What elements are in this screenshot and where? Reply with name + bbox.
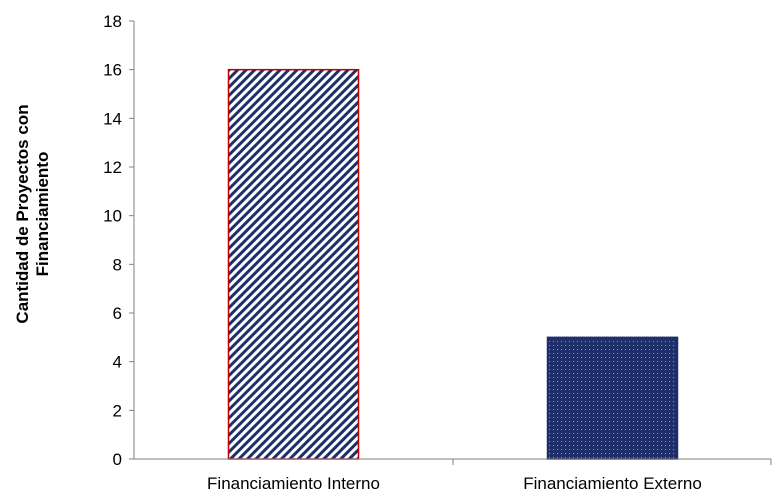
- y-tick-label: 12: [103, 158, 122, 177]
- y-tick-label: 2: [113, 401, 122, 420]
- bar-financiamiento-externo: [546, 336, 679, 460]
- y-axis-ticks: 0 2 4 6 8 10 12 14 16 18: [103, 12, 134, 469]
- bar-financiamiento-interno: [227, 68, 360, 460]
- y-axis-title: Cantidad de Proyectos con Financiamiento: [13, 104, 52, 323]
- y-axis-title-line-2: Financiamiento: [33, 152, 52, 277]
- x-tick-label: Financiamiento Externo: [523, 474, 702, 491]
- bars: [227, 68, 679, 460]
- y-axis-title-line-1: Cantidad de Proyectos con: [13, 104, 32, 323]
- y-tick-label: 10: [103, 207, 122, 226]
- y-tick-label: 8: [113, 255, 122, 274]
- y-tick-label: 6: [113, 304, 122, 323]
- y-tick-label: 18: [103, 12, 122, 31]
- y-tick-label: 14: [103, 109, 122, 128]
- x-axis-ticks: Financiamiento Interno Financiamiento Ext…: [207, 459, 772, 491]
- y-tick-label: 16: [103, 61, 122, 80]
- x-tick-label: Financiamiento Interno: [207, 474, 380, 491]
- y-tick-label: 0: [113, 450, 122, 469]
- y-tick-label: 4: [113, 353, 122, 372]
